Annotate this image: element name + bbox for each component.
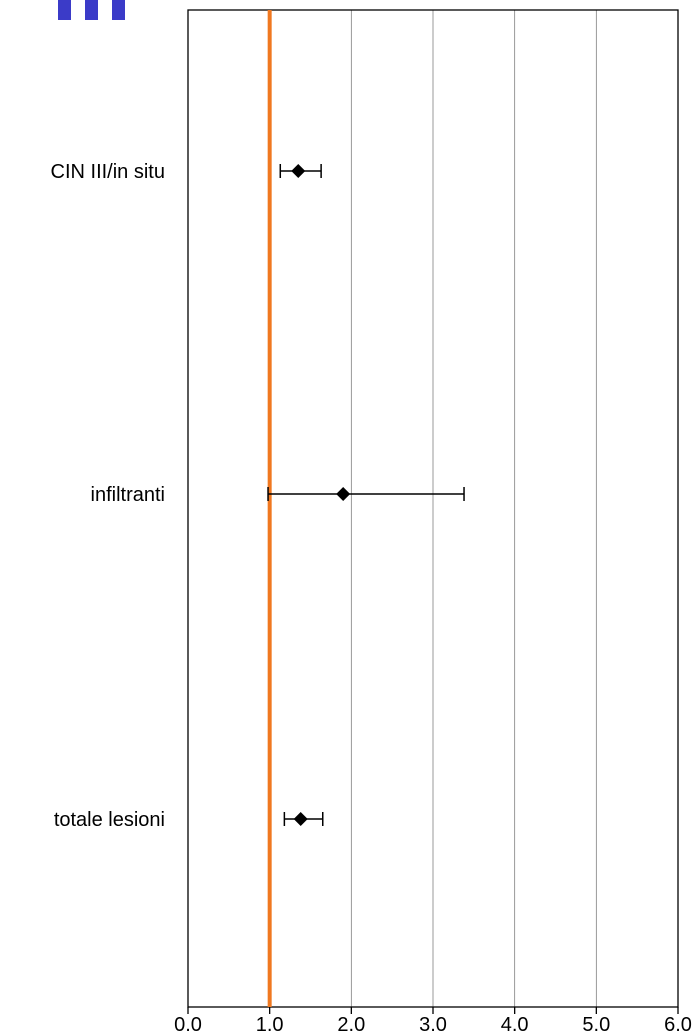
estimates: CIN III/in situ infiltranti totale lesioni — [51, 161, 465, 831]
category-label: totale lesioni — [54, 809, 165, 831]
estimate-marker — [336, 487, 351, 501]
x-tick-label: 4.0 — [501, 1014, 529, 1035]
x-tick-label: 6.0 — [664, 1014, 692, 1035]
x-tick-label: 0.0 — [174, 1014, 202, 1035]
grid-lines — [269, 10, 597, 1007]
category-label: CIN III/in situ — [51, 161, 165, 183]
x-tick-label: 2.0 — [337, 1014, 365, 1035]
x-tick-label: 1.0 — [256, 1014, 284, 1035]
estimate-marker — [291, 164, 306, 178]
x-axis: 0.0 1.0 2.0 3.0 4.0 5.0 6.0 — [174, 1007, 692, 1035]
category-label: infiltranti — [91, 484, 165, 506]
x-tick-label: 5.0 — [582, 1014, 610, 1035]
x-tick-label: 3.0 — [419, 1014, 447, 1035]
estimate-marker — [293, 812, 308, 826]
logo-fragment — [58, 0, 125, 20]
